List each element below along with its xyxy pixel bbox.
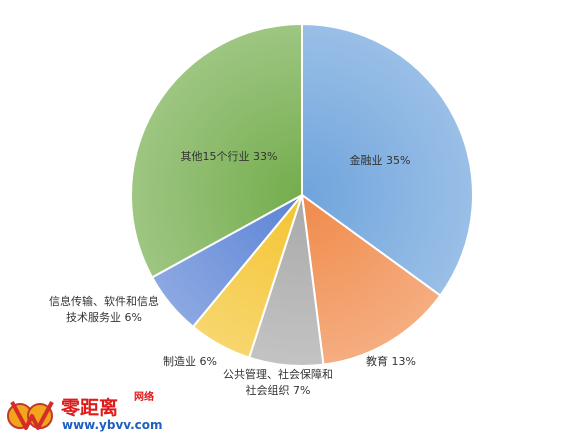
- watermark-url: www.ybvv.com: [62, 418, 163, 432]
- slice-label: 教育 13%: [366, 354, 416, 368]
- pie-slice: [300, 192, 442, 366]
- pie-slice: [130, 22, 303, 279]
- watermark-sub: 网络: [134, 392, 154, 403]
- slice-label: 其他15个行业 33%: [181, 150, 278, 163]
- pie-slice: [301, 22, 474, 297]
- pie-labels: 金融业 35% 教育 13% 公共管理、社会保障和社会组织 7% 制造业 6% 信息传输…: [49, 150, 416, 397]
- slice-label: 信息传输、软件和信息技术服务业 6%: [49, 294, 159, 324]
- slice-label: 制造业 6%: [163, 354, 217, 368]
- watermark: 零距离 网络 www.ybvv.com: [6, 392, 176, 434]
- watermark-logo-icon: [7, 401, 54, 430]
- pie-slices: [130, 22, 474, 367]
- slice-label: 金融业 35%: [350, 153, 411, 167]
- slice-label: 公共管理、社会保障和社会组织 7%: [223, 367, 333, 397]
- watermark-name: 零距离: [61, 397, 119, 419]
